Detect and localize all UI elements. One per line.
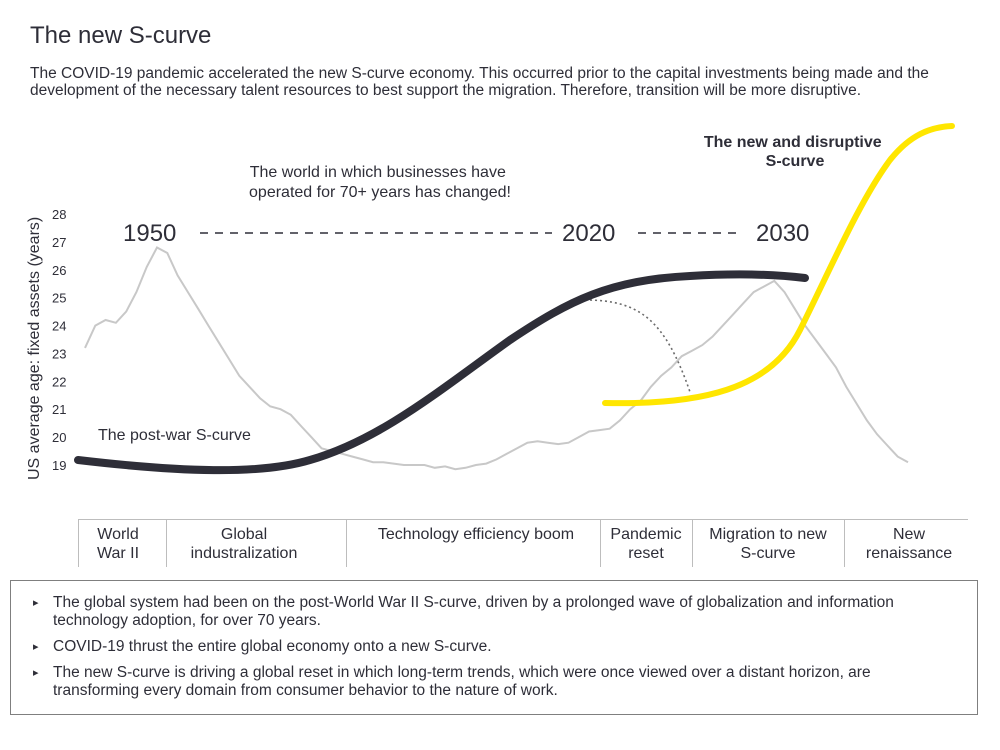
y-tick-label: 25 xyxy=(52,291,66,306)
y-tick-label: 19 xyxy=(52,458,66,473)
year-2030-label: 2030 xyxy=(756,220,809,247)
y-tick-label: 23 xyxy=(52,346,66,361)
new-disruptive-s-curve xyxy=(602,123,955,407)
intro-paragraph: The COVID-19 pandemic accelerated the ne… xyxy=(30,65,929,99)
phase-new-renaissance: New renaissance xyxy=(865,526,953,562)
phase-divider xyxy=(346,519,347,567)
phase-pandemic-reset: Pandemic reset xyxy=(610,526,682,562)
year-2020-label: 2020 xyxy=(562,220,615,247)
key-point-text: COVID-19 thrust the entire global econom… xyxy=(53,638,492,655)
phase-migration-to-new-s-curve: Migration to new S-curve xyxy=(709,526,827,562)
y-tick-label: 28 xyxy=(52,207,66,222)
post-war-s-curve-label: The post-war S-curve xyxy=(98,427,251,444)
bullet-arrow-icon: ▸ xyxy=(33,641,39,653)
key-point: ▸ COVID-19 thrust the entire global econo… xyxy=(11,638,953,656)
y-tick-label: 27 xyxy=(52,235,66,250)
phase-timeline-top-rule xyxy=(78,519,968,520)
phase-divider xyxy=(600,519,601,567)
bullet-arrow-icon: ▸ xyxy=(33,667,39,679)
phase-divider xyxy=(166,519,167,567)
key-point-text: The global system had been on the post-W… xyxy=(53,594,894,629)
key-point-text: The new S-curve is driving a global rese… xyxy=(53,664,871,699)
phase-global-industralization: Global industralization xyxy=(190,526,298,562)
phase-world-war-ii: World War II xyxy=(96,526,140,562)
key-point: ▸ The new S-curve is driving a global res… xyxy=(11,664,953,700)
s-curve-chart: 28 27 26 25 24 23 22 21 20 19 The world in which … xyxy=(52,123,955,475)
phase-technology-efficiency-boom: Technology efficiency boom xyxy=(377,526,575,543)
y-tick-label: 24 xyxy=(52,319,66,334)
key-points-box: ▸ The global system had been on the post-… xyxy=(10,580,978,715)
world-changed-annotation: The world in which businesses have opera… xyxy=(249,164,511,201)
phase-timeline: World War II Global industralization Tec… xyxy=(78,519,968,569)
y-tick-label: 20 xyxy=(52,430,66,445)
phase-divider xyxy=(78,519,79,567)
year-1950-label: 1950 xyxy=(123,220,176,247)
post-war-decline-dotted-line xyxy=(584,299,691,393)
page-title: The new S-curve xyxy=(30,22,212,49)
y-tick-label: 22 xyxy=(52,374,66,389)
fixed-assets-projection-dotted-line xyxy=(625,283,908,468)
key-point: ▸ The global system had been on the post-… xyxy=(11,594,953,630)
fixed-assets-age-line xyxy=(84,246,909,471)
new-s-curve-label: The new and disruptive S-curve xyxy=(704,134,886,170)
y-tick-label: 26 xyxy=(52,263,66,278)
y-axis-ticks: 28 27 26 25 24 23 22 21 20 19 xyxy=(52,207,66,473)
phase-divider xyxy=(692,519,693,567)
phase-divider xyxy=(844,519,845,567)
y-tick-label: 21 xyxy=(52,402,66,417)
post-war-s-curve xyxy=(74,270,809,475)
bullet-arrow-icon: ▸ xyxy=(33,597,39,609)
